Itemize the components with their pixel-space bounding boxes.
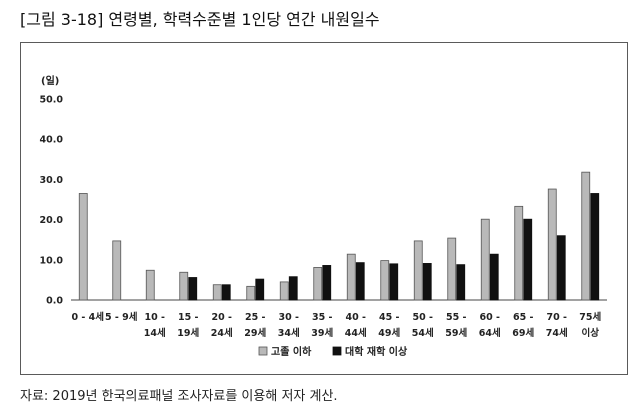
x-tick-label: 35 -	[312, 312, 333, 323]
bar-college-or-more	[456, 264, 466, 301]
legend-swatch	[258, 346, 268, 356]
legend-label: 대학 재학 이상	[345, 345, 408, 358]
bar-high-school-or-less	[547, 188, 557, 301]
figure-title: [그림 3-18] 연령별, 학력수준별 1인당 연간 내원일수	[20, 10, 380, 29]
chart-frame: (일) 0.0 10.0 20.0 30.0 40.0 50.0 0 - 4세 5 - 9세 10…	[20, 42, 628, 375]
x-tick-label: 64세	[479, 327, 501, 339]
bar-high-school-or-less	[179, 271, 189, 301]
x-tick-label: 29세	[244, 327, 266, 339]
x-tick-label: 10 -	[145, 312, 166, 323]
legend-swatch	[332, 346, 342, 356]
x-tick-label: 24세	[211, 327, 233, 339]
x-tick-label: 55 -	[446, 312, 467, 323]
bar-college-or-more	[322, 265, 332, 301]
x-tick-label: 50 -	[413, 312, 434, 323]
bar-college-or-more	[221, 284, 231, 301]
bar-college-or-more	[489, 253, 499, 301]
x-tick-label: 74세	[546, 327, 568, 339]
x-tick-label: 49세	[378, 327, 400, 339]
x-tick-label: 20 -	[212, 312, 233, 323]
x-tick-label: 5 - 9세	[105, 311, 138, 323]
y-tick-label: 20.0	[40, 215, 64, 226]
x-tick-label: 75세	[579, 311, 601, 323]
bar-chart: (일) 0.0 10.0 20.0 30.0 40.0 50.0 0 - 4세 5 - 9세 10…	[40, 74, 607, 358]
y-tick-label: 40.0	[40, 135, 64, 146]
y-tick-label: 30.0	[40, 175, 64, 186]
x-tick-label: 40 -	[346, 312, 367, 323]
x-tick-label: 70 -	[547, 312, 568, 323]
bar-high-school-or-less	[480, 218, 490, 301]
x-tick-label: 44세	[345, 327, 367, 339]
y-axis-label: (일)	[41, 74, 59, 87]
x-tick-label: 59세	[445, 327, 467, 339]
bar-college-or-more	[288, 276, 298, 301]
bar-high-school-or-less	[514, 205, 524, 301]
bar-college-or-more	[422, 263, 432, 301]
x-tick-label: 25 -	[245, 312, 266, 323]
bar-high-school-or-less	[145, 269, 155, 301]
x-tick-label: 39세	[311, 327, 333, 339]
x-tick-label: 45 -	[379, 312, 400, 323]
bar-high-school-or-less	[346, 253, 356, 301]
bar-high-school-or-less	[313, 267, 323, 301]
bar-high-school-or-less	[380, 260, 390, 301]
bar-high-school-or-less	[447, 237, 457, 301]
bar-high-school-or-less	[112, 240, 122, 301]
x-tick-label: 이상	[582, 327, 600, 339]
bar-college-or-more	[523, 218, 533, 301]
source-note: 자료: 2019년 한국의료패널 조사자료를 이용해 저자 계산.	[20, 389, 338, 404]
bar-high-school-or-less	[78, 193, 88, 301]
x-tick-label: 69세	[512, 327, 534, 339]
x-tick-label: 15 -	[178, 312, 199, 323]
bar-high-school-or-less	[279, 281, 289, 301]
x-tick-label: 34세	[278, 327, 300, 339]
bar-college-or-more	[355, 262, 365, 301]
bar-college-or-more	[188, 277, 198, 301]
bar-college-or-more	[255, 278, 265, 301]
y-tick-label: 0.0	[46, 296, 63, 307]
x-tick-label: 19세	[177, 327, 199, 339]
y-tick-label: 10.0	[40, 255, 64, 266]
bar-college-or-more	[556, 235, 566, 301]
bar-high-school-or-less	[413, 240, 423, 301]
bar-college-or-more	[590, 193, 600, 301]
x-tick-label: 54세	[412, 327, 434, 339]
bar-high-school-or-less	[246, 285, 256, 301]
x-tick-label: 14세	[144, 327, 166, 339]
bar-high-school-or-less	[581, 171, 591, 301]
legend-label: 고졸 이하	[271, 345, 312, 358]
x-tick-label: 65 -	[513, 312, 534, 323]
x-tick-label: 30 -	[279, 312, 300, 323]
x-tick-label: 0 - 4세	[71, 311, 104, 323]
x-tick-label: 60 -	[480, 312, 501, 323]
bar-college-or-more	[389, 263, 399, 301]
y-tick-label: 50.0	[40, 95, 64, 106]
bar-high-school-or-less	[212, 284, 222, 301]
